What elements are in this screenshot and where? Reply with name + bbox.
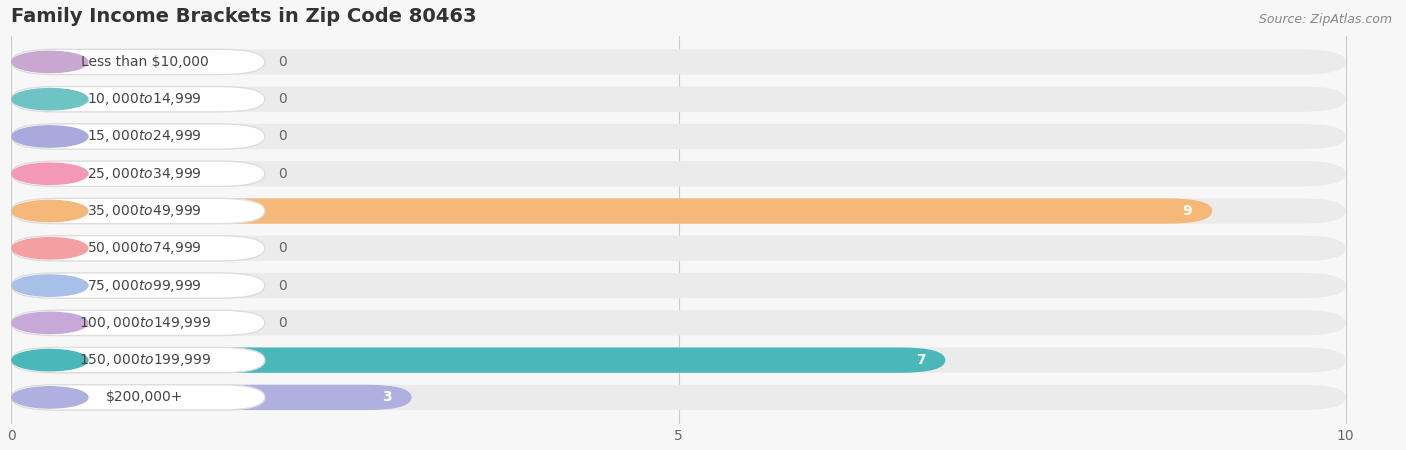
FancyBboxPatch shape bbox=[11, 86, 264, 112]
Text: 0: 0 bbox=[278, 279, 287, 292]
Text: 0: 0 bbox=[278, 167, 287, 181]
Text: $10,000 to $14,999: $10,000 to $14,999 bbox=[87, 91, 202, 107]
FancyBboxPatch shape bbox=[11, 273, 1346, 298]
FancyBboxPatch shape bbox=[11, 236, 1346, 261]
Circle shape bbox=[11, 51, 89, 72]
Text: 0: 0 bbox=[278, 241, 287, 255]
Text: $50,000 to $74,999: $50,000 to $74,999 bbox=[87, 240, 202, 256]
FancyBboxPatch shape bbox=[11, 236, 264, 261]
Text: 0: 0 bbox=[278, 316, 287, 330]
FancyBboxPatch shape bbox=[11, 347, 1346, 373]
Text: Less than $10,000: Less than $10,000 bbox=[82, 55, 208, 69]
FancyBboxPatch shape bbox=[11, 198, 264, 224]
Text: Source: ZipAtlas.com: Source: ZipAtlas.com bbox=[1258, 14, 1392, 27]
Circle shape bbox=[11, 387, 89, 408]
FancyBboxPatch shape bbox=[11, 385, 264, 410]
Text: $200,000+: $200,000+ bbox=[105, 391, 183, 405]
FancyBboxPatch shape bbox=[11, 49, 1346, 75]
FancyBboxPatch shape bbox=[11, 49, 264, 75]
FancyBboxPatch shape bbox=[11, 124, 1346, 149]
Circle shape bbox=[11, 350, 89, 371]
FancyBboxPatch shape bbox=[11, 310, 264, 336]
FancyBboxPatch shape bbox=[11, 198, 1346, 224]
Text: $150,000 to $199,999: $150,000 to $199,999 bbox=[79, 352, 211, 368]
Circle shape bbox=[11, 238, 89, 259]
Text: $35,000 to $49,999: $35,000 to $49,999 bbox=[87, 203, 202, 219]
Circle shape bbox=[11, 89, 89, 110]
Text: 0: 0 bbox=[278, 92, 287, 106]
Circle shape bbox=[11, 275, 89, 296]
Text: $100,000 to $149,999: $100,000 to $149,999 bbox=[79, 315, 211, 331]
FancyBboxPatch shape bbox=[11, 198, 1212, 224]
FancyBboxPatch shape bbox=[11, 347, 264, 373]
FancyBboxPatch shape bbox=[11, 273, 264, 298]
Text: 9: 9 bbox=[1182, 204, 1192, 218]
Circle shape bbox=[11, 163, 89, 184]
FancyBboxPatch shape bbox=[11, 124, 264, 149]
Text: 0: 0 bbox=[278, 130, 287, 144]
FancyBboxPatch shape bbox=[11, 86, 1346, 112]
FancyBboxPatch shape bbox=[11, 161, 1346, 186]
FancyBboxPatch shape bbox=[11, 347, 945, 373]
Text: 3: 3 bbox=[382, 391, 392, 405]
Text: $15,000 to $24,999: $15,000 to $24,999 bbox=[87, 129, 202, 144]
Circle shape bbox=[11, 312, 89, 333]
Circle shape bbox=[11, 200, 89, 222]
Circle shape bbox=[11, 126, 89, 147]
Text: $75,000 to $99,999: $75,000 to $99,999 bbox=[87, 278, 202, 293]
Text: 0: 0 bbox=[278, 55, 287, 69]
Text: Family Income Brackets in Zip Code 80463: Family Income Brackets in Zip Code 80463 bbox=[11, 7, 477, 26]
FancyBboxPatch shape bbox=[11, 385, 1346, 410]
FancyBboxPatch shape bbox=[11, 385, 412, 410]
FancyBboxPatch shape bbox=[11, 161, 264, 186]
Text: $25,000 to $34,999: $25,000 to $34,999 bbox=[87, 166, 202, 182]
Text: 7: 7 bbox=[915, 353, 925, 367]
FancyBboxPatch shape bbox=[11, 310, 1346, 336]
